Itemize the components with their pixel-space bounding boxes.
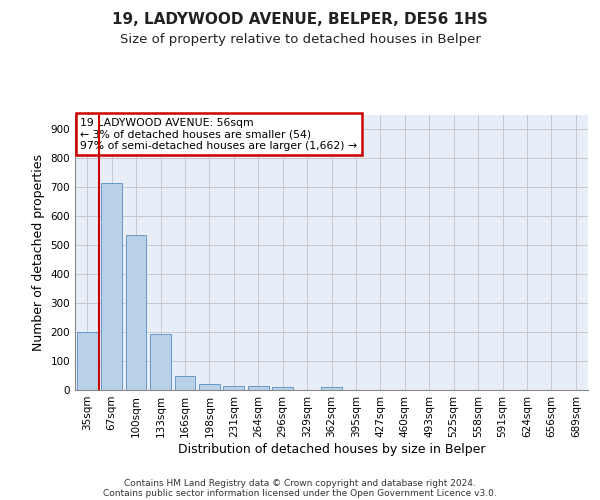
Bar [199,384,220,390]
Text: 19 LADYWOOD AVENUE: 56sqm
← 3% of detached houses are smaller (54)
97% of semi-d: 19 LADYWOOD AVENUE: 56sqm ← 3% of detach… [80,118,357,151]
Bar [321,388,342,390]
Bar [101,183,122,390]
Text: 19, LADYWOOD AVENUE, BELPER, DE56 1HS: 19, LADYWOOD AVENUE, BELPER, DE56 1HS [112,12,488,28]
Bar [150,334,171,390]
Text: Contains public sector information licensed under the Open Government Licence v3: Contains public sector information licen… [103,488,497,498]
Y-axis label: Number of detached properties: Number of detached properties [32,154,45,351]
Bar [77,332,98,390]
Bar [175,376,196,390]
X-axis label: Distribution of detached houses by size in Belper: Distribution of detached houses by size … [178,442,485,456]
Bar [272,387,293,390]
Text: Contains HM Land Registry data © Crown copyright and database right 2024.: Contains HM Land Registry data © Crown c… [124,478,476,488]
Text: Size of property relative to detached houses in Belper: Size of property relative to detached ho… [119,32,481,46]
Bar [248,386,269,390]
Bar [125,235,146,390]
Bar [223,386,244,390]
